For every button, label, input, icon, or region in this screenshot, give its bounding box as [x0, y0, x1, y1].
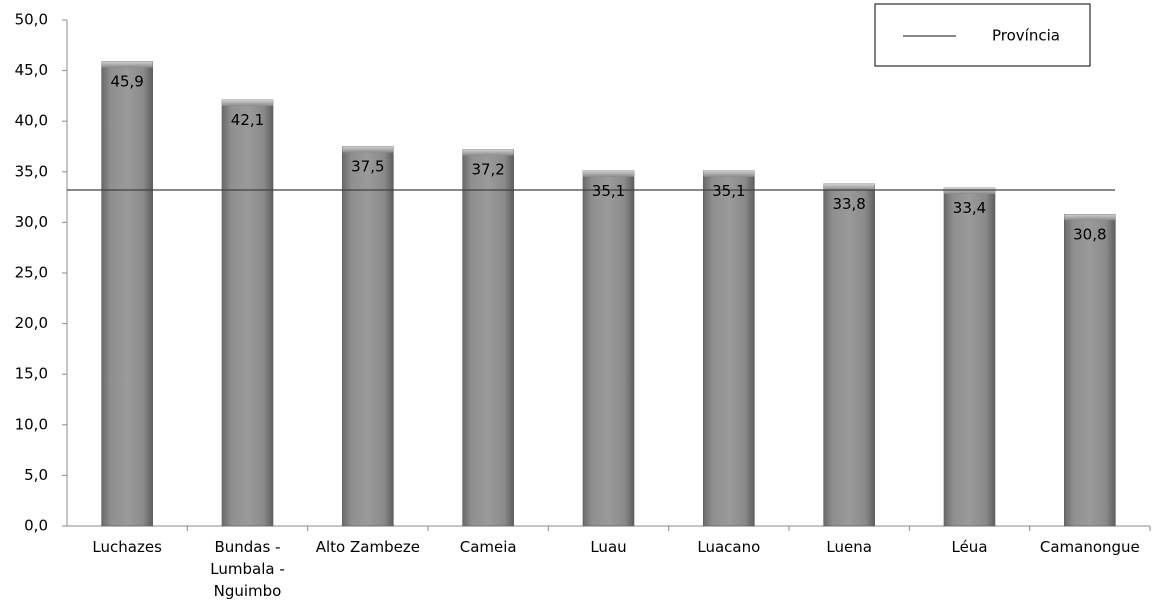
x-axis: Luchazes Bundas - Lumbala - Nguimbo Alto Zam… [67, 525, 1151, 600]
y-axis: 0,0 5,0 10,0 15,0 20,0 25,0 30,0 35,0 40,0 45,0 50… [15, 11, 68, 535]
bar [462, 149, 514, 527]
data-label: 37,2 [471, 161, 504, 179]
category-label: Léua [951, 538, 987, 556]
y-tick-label: 25,0 [15, 264, 48, 282]
bar [342, 146, 394, 527]
data-label: 33,4 [953, 199, 986, 217]
bar-top-bevel [101, 61, 153, 68]
legend-box [874, 3, 1091, 67]
y-tick-label: 45,0 [15, 61, 48, 79]
category-label-line: Léua [951, 538, 987, 556]
legend: Província [874, 3, 1091, 67]
category-label: Luchazes [92, 538, 162, 556]
category-label-line: Cameia [460, 538, 517, 556]
y-tick-label: 10,0 [15, 415, 48, 433]
y-tick-label: 20,0 [15, 314, 48, 332]
bar [221, 99, 274, 527]
bar-top-bevel [823, 183, 875, 190]
category-label: Bundas - Lumbala - Nguimbo [210, 538, 284, 600]
bars-group [101, 61, 1116, 527]
y-tick-label: 50,0 [15, 11, 48, 29]
bar-top-bevel [944, 187, 995, 194]
category-label-line: Lumbala - [210, 560, 284, 578]
category-label: Alto Zambeze [316, 538, 420, 556]
data-label: 45,9 [110, 72, 143, 90]
bar [1064, 214, 1116, 527]
category-label-line: Alto Zambeze [316, 538, 420, 556]
category-label-line: Luena [826, 538, 872, 556]
data-label: 30,8 [1073, 225, 1106, 243]
legend-entry-provincia: Província [992, 27, 1060, 45]
category-label-line: Luau [590, 538, 626, 556]
bar-top-bevel [462, 149, 514, 156]
category-label-line: Nguimbo [214, 582, 282, 600]
data-label: 35,1 [712, 182, 745, 200]
y-tick-label: 0,0 [24, 517, 48, 535]
bar [101, 61, 153, 527]
bar-top-bevel [583, 170, 634, 177]
category-label-line: Bundas - [214, 538, 280, 556]
bar [943, 187, 996, 527]
bar [703, 170, 755, 527]
data-label: 37,5 [351, 158, 384, 176]
category-label: Camanongue [1040, 538, 1140, 556]
y-tick-label: 5,0 [24, 466, 48, 484]
category-label: Cameia [460, 538, 517, 556]
bar-top-bevel [342, 146, 394, 153]
y-tick-label: 40,0 [15, 112, 48, 130]
data-label: 33,8 [832, 195, 865, 213]
bar [823, 183, 875, 527]
bar-top-bevel [1064, 214, 1116, 221]
bar-top-bevel [222, 99, 273, 106]
data-label: 42,1 [231, 111, 264, 129]
data-label: 35,1 [592, 182, 625, 200]
data-labels-group: 45,9 42,1 37,5 37,2 35,1 35,1 33,8 33,4 30,8 [110, 72, 1106, 243]
category-label-line: Luacano [697, 538, 760, 556]
category-label-line: Luchazes [92, 538, 162, 556]
category-label: Luacano [697, 538, 760, 556]
y-tick-label: 30,0 [15, 213, 48, 231]
y-tick-label: 35,0 [15, 162, 48, 180]
category-label-line: Camanongue [1040, 538, 1140, 556]
category-label: Luau [590, 538, 626, 556]
category-label: Luena [826, 538, 872, 556]
bar [582, 170, 635, 527]
bar-top-bevel [703, 170, 755, 177]
y-tick-label: 15,0 [15, 365, 48, 383]
